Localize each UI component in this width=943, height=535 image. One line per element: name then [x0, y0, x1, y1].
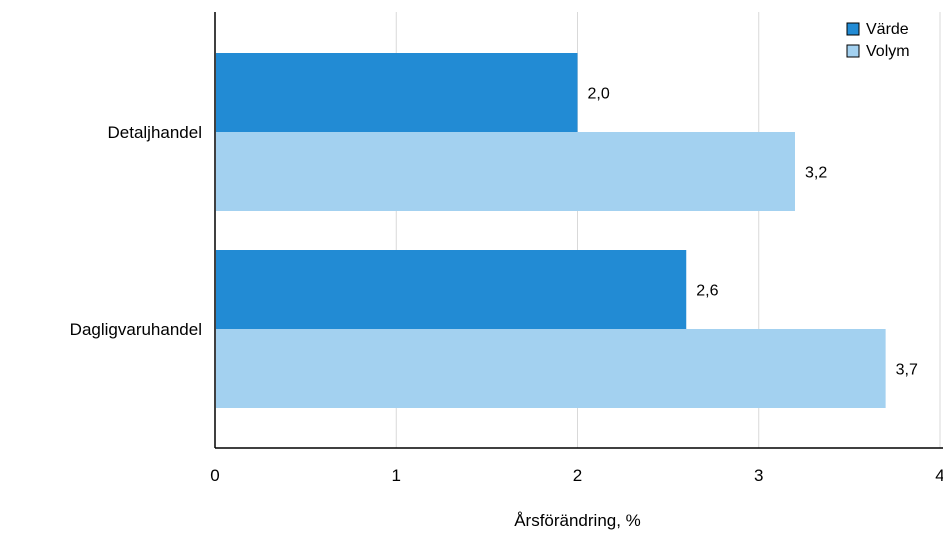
legend-label-volym: Volym: [866, 43, 910, 60]
category-labels: Detaljhandel Dagligvaruhandel: [70, 123, 202, 339]
bar-detaljhandel-volym: [216, 132, 795, 211]
x-tick-label-2: 2: [573, 466, 582, 485]
bar-detaljhandel-värde: [216, 53, 578, 132]
legend: Värde Volym: [846, 21, 910, 60]
data-label-detaljhandel-volym: 3,2: [805, 165, 827, 182]
category-label-dagligvaruhandel: Dagligvaruhandel: [70, 320, 202, 339]
data-label-dagligvaruhandel-värde: 2,6: [696, 283, 718, 300]
legend-swatch-värde: [846, 22, 860, 36]
x-tick-label-1: 1: [392, 466, 401, 485]
bar-dagligvaruhandel-volym: [216, 329, 886, 408]
legend-swatch-volym: [846, 44, 860, 58]
x-tick-labels: 0 1 2 3 4: [210, 466, 943, 485]
data-label-detaljhandel-värde: 2,0: [588, 86, 610, 103]
bars: 2,0 2,6 3,2 3,7: [216, 53, 918, 408]
legend-label-värde: Värde: [866, 21, 909, 38]
x-axis-title: Årsförändring, %: [514, 511, 641, 530]
category-label-detaljhandel: Detaljhandel: [107, 123, 202, 142]
x-tick-label-4: 4: [935, 466, 943, 485]
data-label-dagligvaruhandel-volym: 3,7: [896, 362, 918, 379]
x-tick-label-3: 3: [754, 466, 763, 485]
x-tick-label-0: 0: [210, 466, 219, 485]
bar-dagligvaruhandel-värde: [216, 250, 687, 329]
